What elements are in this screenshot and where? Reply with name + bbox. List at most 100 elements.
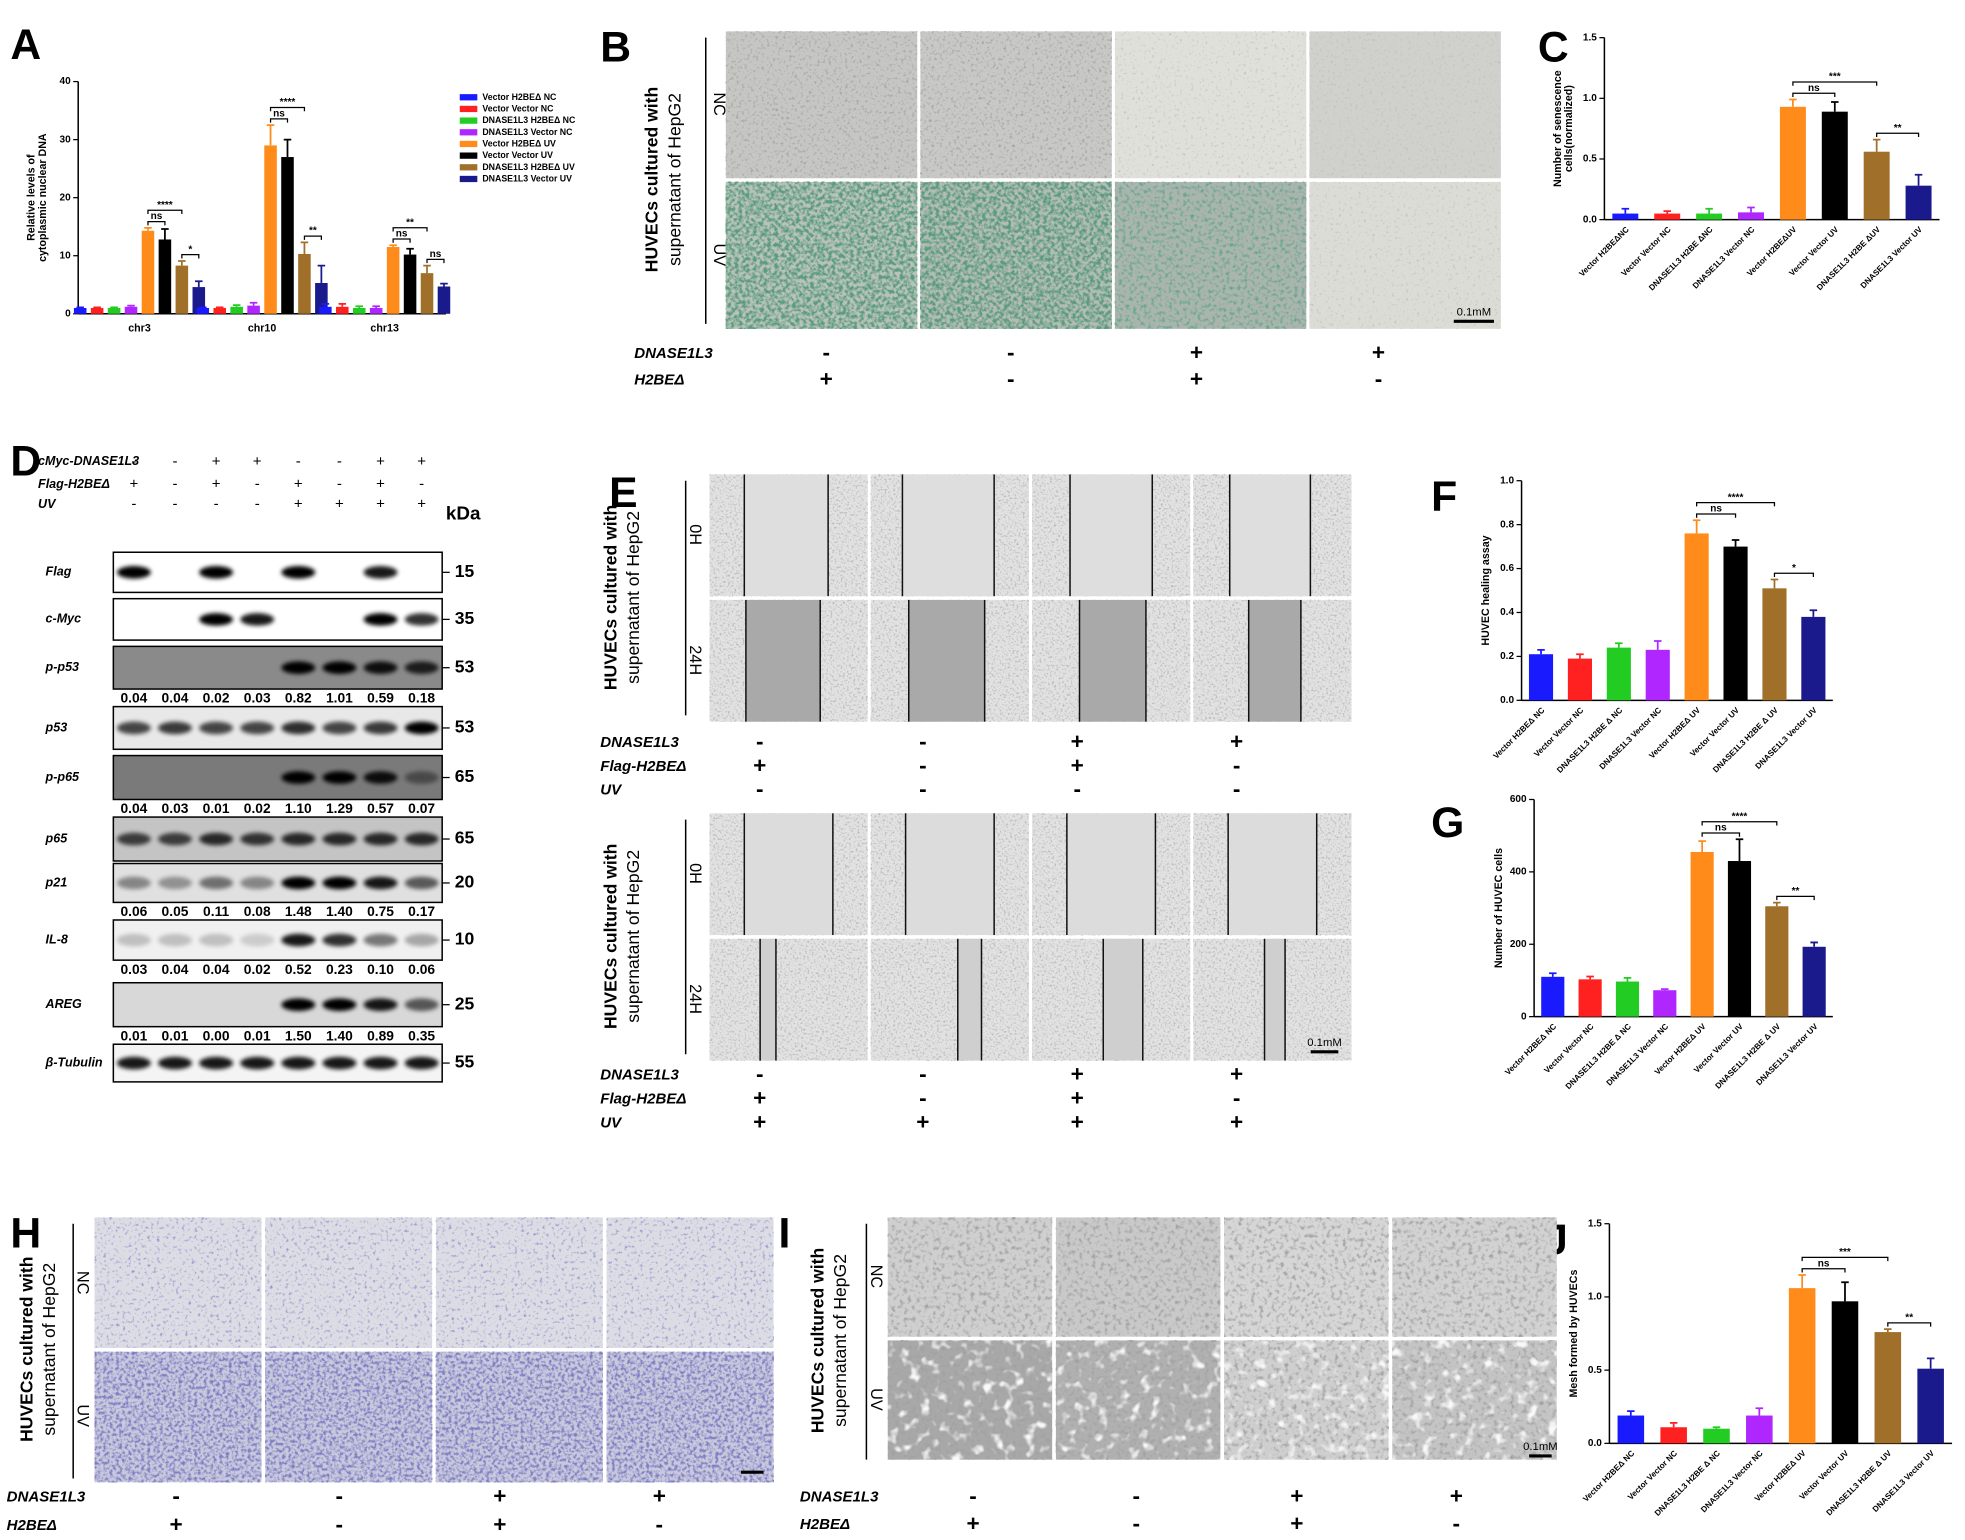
treatment-sign: - xyxy=(296,453,301,470)
condition-sign: - xyxy=(1132,1511,1140,1536)
blot-band xyxy=(322,721,357,735)
bar xyxy=(1578,979,1602,1017)
blot-label: p-p53 xyxy=(45,660,79,674)
condition-sign: + xyxy=(1450,1483,1463,1508)
quantification: 0.06 xyxy=(120,904,147,919)
panel-letter: B xyxy=(600,23,631,71)
significance-bracket xyxy=(147,220,166,226)
wound-gap xyxy=(744,813,833,936)
legend-label: DNASE1L3 Vector NC xyxy=(482,127,573,137)
significance-label: ** xyxy=(406,217,414,228)
micrograph-texture xyxy=(920,181,1112,329)
legend-label: DNASE1L3 Vector UV xyxy=(482,174,572,184)
error-bar xyxy=(1735,838,1744,862)
side-label: HUVECs cultured with xyxy=(600,844,620,1029)
treatment-sign: + xyxy=(253,453,262,470)
micrograph-network xyxy=(1055,1340,1221,1460)
y-tick-label: 1.0 xyxy=(1500,475,1514,486)
condition-sign: - xyxy=(756,1062,764,1087)
treatment-sign: - xyxy=(131,496,136,513)
micrograph-texture xyxy=(94,1217,262,1348)
significance-label: ns xyxy=(396,229,408,240)
y-tick-label: 600 xyxy=(1510,794,1527,805)
condition-sign: + xyxy=(820,366,833,391)
treatment-sign: + xyxy=(294,496,303,513)
condition-sign: - xyxy=(1233,753,1241,778)
side-label: supernatant of HepG2 xyxy=(623,511,643,684)
condition-label: Flag-H2BEΔ xyxy=(600,1090,686,1107)
y-axis-label: Relative levels of xyxy=(26,154,38,241)
micrograph-texture xyxy=(725,181,918,329)
bar xyxy=(213,307,226,314)
micrograph-texture xyxy=(725,31,918,179)
blot-band xyxy=(116,1056,151,1070)
quantification: 0.05 xyxy=(162,904,189,919)
panel-letter: A xyxy=(10,21,41,69)
bar xyxy=(1801,616,1826,701)
wound-gap xyxy=(1066,813,1156,936)
error-bar xyxy=(232,304,241,307)
quantification: 1.50 xyxy=(285,1028,312,1043)
y-tick-label: 10 xyxy=(60,250,72,261)
bar xyxy=(1765,906,1789,1017)
blot-band xyxy=(404,998,439,1011)
bar xyxy=(420,273,434,314)
blot-band xyxy=(363,1056,398,1070)
error-bar xyxy=(1872,138,1881,152)
wound-gap xyxy=(1103,938,1143,1061)
wound-gap xyxy=(957,938,982,1061)
condition-sign: - xyxy=(172,1483,180,1508)
legend-swatch xyxy=(459,94,478,101)
blot-band xyxy=(281,661,316,674)
row-label: 0H xyxy=(686,524,704,545)
condition-sign: + xyxy=(753,1109,766,1134)
treatment-sign: - xyxy=(172,496,177,513)
condition-label: H2BEΔ xyxy=(634,371,684,388)
condition-sign: + xyxy=(753,1085,766,1110)
y-tick-label: 1.5 xyxy=(1583,32,1597,43)
significance-bracket xyxy=(1776,895,1815,901)
quantification: 0.10 xyxy=(367,962,394,977)
wound-gap xyxy=(1070,474,1153,597)
wound-gap xyxy=(1228,813,1317,936)
panel-letter: H xyxy=(10,1210,41,1258)
significance-bracket xyxy=(1801,1256,1889,1262)
x-tick-label: chr13 xyxy=(370,323,399,335)
micrograph-texture xyxy=(1114,181,1307,329)
condition-sign: + xyxy=(170,1512,183,1537)
error-bar xyxy=(406,247,414,255)
blot-band xyxy=(199,566,234,579)
micrograph-texture xyxy=(435,1351,603,1483)
bar xyxy=(1617,1415,1645,1444)
bar xyxy=(230,306,243,314)
blot-band xyxy=(240,721,275,735)
kda-value: 65 xyxy=(455,828,475,848)
error-bar xyxy=(199,306,207,309)
error-bar xyxy=(249,301,258,306)
row-label: UV xyxy=(74,1404,92,1427)
treatment-sign: + xyxy=(294,475,303,492)
bar xyxy=(1788,1288,1816,1444)
blot-band xyxy=(240,613,275,626)
condition-sign: + xyxy=(1290,1511,1303,1536)
bar xyxy=(281,157,294,314)
error-bar xyxy=(1810,941,1818,947)
kda-value: 20 xyxy=(455,872,475,892)
error-bar xyxy=(1549,972,1557,977)
error-bar xyxy=(423,264,431,274)
error-bar xyxy=(266,124,275,146)
bar xyxy=(196,307,210,314)
wound-gap xyxy=(1079,599,1146,722)
y-axis-label: Mesh formed by HUVECs xyxy=(1568,1270,1580,1398)
quantification: 0.11 xyxy=(203,904,229,919)
condition-sign: + xyxy=(1372,340,1385,365)
significance-bracket xyxy=(426,258,445,264)
blot-band xyxy=(322,661,357,674)
treatment-sign: + xyxy=(212,475,221,492)
error-bar xyxy=(1576,653,1584,659)
blot-band xyxy=(158,832,192,846)
error-bar xyxy=(195,280,203,288)
treatment-sign: + xyxy=(376,475,385,492)
error-bar xyxy=(300,241,309,254)
significance-bracket xyxy=(1801,1268,1846,1273)
